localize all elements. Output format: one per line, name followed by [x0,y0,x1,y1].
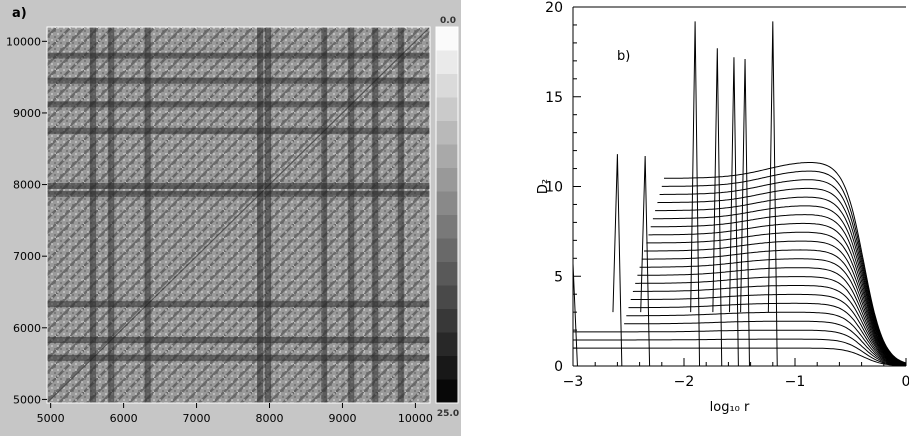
heatmap-vertical-band [144,27,151,403]
heatmap-border [46,26,431,404]
noisy-spike [712,48,723,366]
heatmap-horizontal-band [47,354,430,361]
heatmap-vertical-band [89,27,96,403]
noisy-spike [767,21,778,366]
d2-curve [637,267,906,366]
colorbar-swatch [436,285,458,310]
heatmap-y-tick-label: 8000 [13,179,41,192]
colorbar-swatch [436,74,458,98]
colorbar-swatch [436,191,458,216]
d2-curve [650,214,906,365]
colorbar-swatch [436,97,458,122]
heatmap-horizontal-band [47,127,430,134]
recurrence-heatmap-chart: a) 5000 6000 7000 8000 9000 10000 5000 6000 7000 8… [6,6,459,425]
y-tick-label: 15 [545,90,563,106]
heatmap-y-tick-label: 5000 [13,393,41,406]
colorbar-swatch [436,262,458,286]
heatmap-horizontal-band [47,301,430,308]
panel-label: b) [617,49,630,64]
colorbar-swatch [436,215,458,239]
colorbar-swatch [436,121,458,145]
d2-curve [655,196,906,364]
heatmap-vertical-band [257,27,264,403]
colorbar-min-label: 0.0 [440,16,456,26]
d2-curve [573,347,906,366]
d2-curve [573,338,906,366]
d2-curve [632,285,906,366]
d2-curve [628,302,906,366]
colorbar-swatch [436,356,458,380]
d2-curve [659,179,906,364]
heatmap-y-tick-label: 7000 [13,250,41,263]
colorbar-border [435,26,459,404]
heatmap-x-tick-label: 8000 [256,412,284,425]
x-tick-label: −3 [563,374,584,390]
noisy-spike [573,263,578,366]
heatmap-vertical-band [265,27,272,403]
correlation-dimension-panel: −3 −2 −1 0 0 5 10 15 20 log₁₀ r D₂ b) [470,0,909,436]
heatmap-horizontal-band [47,190,430,197]
heatmap-x-tick-label: 10000 [398,412,433,425]
heatmap-horizontal-band [47,336,430,343]
heatmap-horizontal-band [47,101,430,108]
noisy-spike [640,155,651,366]
heatmap-x-tick-label: 7000 [183,412,211,425]
colorbar-swatch [436,379,458,404]
colorbar-swatch [436,50,458,75]
y-tick-label: 0 [554,359,563,375]
d2-curve [635,276,906,366]
x-axis-label: log₁₀ r [710,400,750,415]
heatmap-panel-label: a) [12,6,27,21]
d2-curve [661,170,906,364]
correlation-dimension-chart: −3 −2 −1 0 0 5 10 15 20 log₁₀ r D₂ b) [536,0,909,415]
heatmap-horizontal-band [47,77,430,84]
colorbar-swatch [436,27,458,51]
heatmap-vertical-band [321,27,328,403]
d2-curve [644,240,906,365]
y-tick-label: 5 [554,269,563,285]
colorbar-max-label: 25.0 [437,409,459,419]
colorbar-swatch [436,238,458,263]
x-tick-label: −2 [674,374,695,390]
heatmap-plot-area [46,26,431,404]
heatmap-y-tick-label: 9000 [13,107,41,120]
heatmap-horizontal-band [47,182,430,189]
noisy-spike [690,21,701,366]
d2-curve [573,329,906,366]
heatmap-horizontal-band [47,52,430,59]
d2-curve [639,258,906,365]
heatmap-x-tick-label: 6000 [110,412,138,425]
x-tick-label: 0 [902,374,909,390]
y-tick-label: 10 [545,180,563,196]
d2-curves [573,21,906,366]
d2-curve [624,320,906,366]
colorbar-swatch [436,144,458,169]
colorbar-swatch [436,168,458,192]
d2-curve [664,162,906,364]
heatmap-x-tick-label: 5000 [37,412,65,425]
noisy-spike [740,59,750,366]
heatmap-vertical-band [348,27,355,403]
x-tick-label: −1 [785,374,806,390]
d2-curve [646,231,906,365]
d2-curve [641,249,906,365]
heatmap-x-tick-label: 9000 [328,412,356,425]
heatmap-y-tick-label: 10000 [6,35,41,48]
heatmap-diagonal [46,26,431,404]
y-tick-label: 20 [545,0,563,16]
colorbar-swatch [436,309,458,333]
heatmap-vertical-band [372,27,379,403]
noisy-spike [729,57,739,366]
heatmap-y-tick-label: 6000 [13,322,41,335]
d2-curve [626,311,906,366]
d2-curve [652,205,906,365]
noisy-spike [612,154,623,366]
recurrence-heatmap-panel: a) 5000 6000 7000 8000 9000 10000 5000 6000 7000 8… [0,0,461,436]
heatmap-vertical-band [108,27,115,403]
heatmap-vertical-band [397,27,404,403]
d2-curve [657,187,906,364]
colorbar-swatch [436,332,458,357]
y-axis-label: D₂ [536,179,551,194]
